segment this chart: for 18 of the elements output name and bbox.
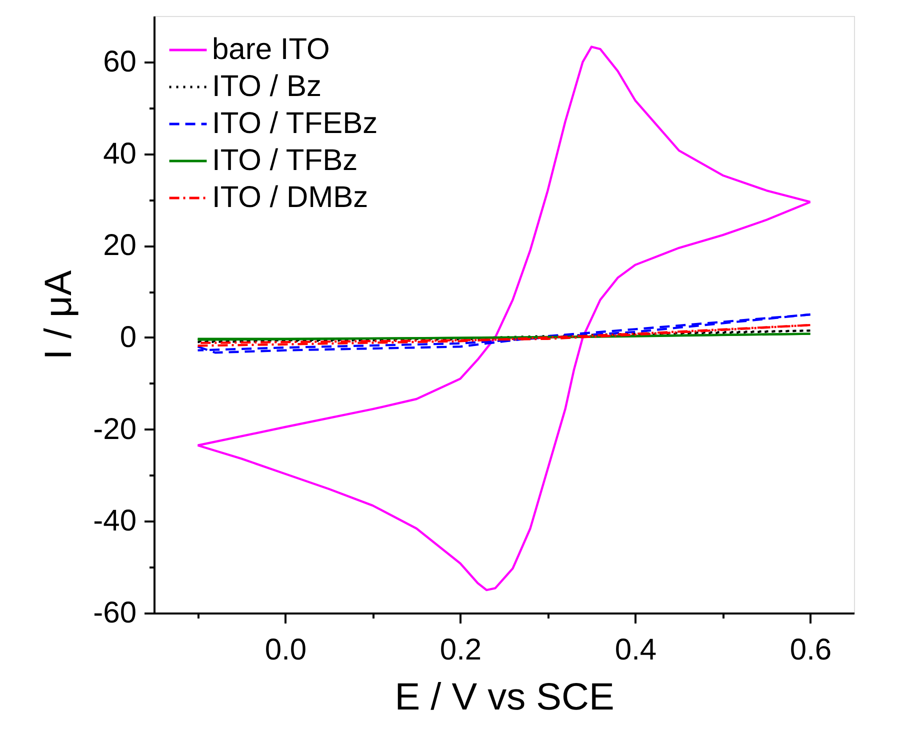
x-tick-label: 0.6	[790, 634, 832, 666]
y-tick-label: 0	[120, 320, 136, 354]
y-tick-label: -60	[93, 596, 136, 630]
y-tick-label: -40	[93, 504, 136, 538]
x-tick-label: 0.0	[264, 634, 307, 666]
y-axis-title: I / μA	[38, 270, 80, 360]
x-axis-title: E / V vs SCE	[394, 676, 614, 718]
legend-label: ITO / DMBz	[212, 181, 368, 214]
legend-label: ITO / Bz	[212, 70, 322, 103]
x-tick-label: 0.4	[614, 634, 657, 666]
legend-label: bare ITO	[212, 33, 330, 66]
x-tick-label: 0.2	[440, 634, 482, 666]
y-tick-label: 40	[103, 137, 136, 170]
legend-label: ITO / TFBz	[212, 144, 358, 177]
legend-label: ITO / TFEBz	[212, 107, 378, 140]
y-tick-label: -20	[93, 412, 136, 446]
y-tick-label: 20	[103, 229, 136, 262]
y-tick-label: 60	[103, 45, 136, 78]
